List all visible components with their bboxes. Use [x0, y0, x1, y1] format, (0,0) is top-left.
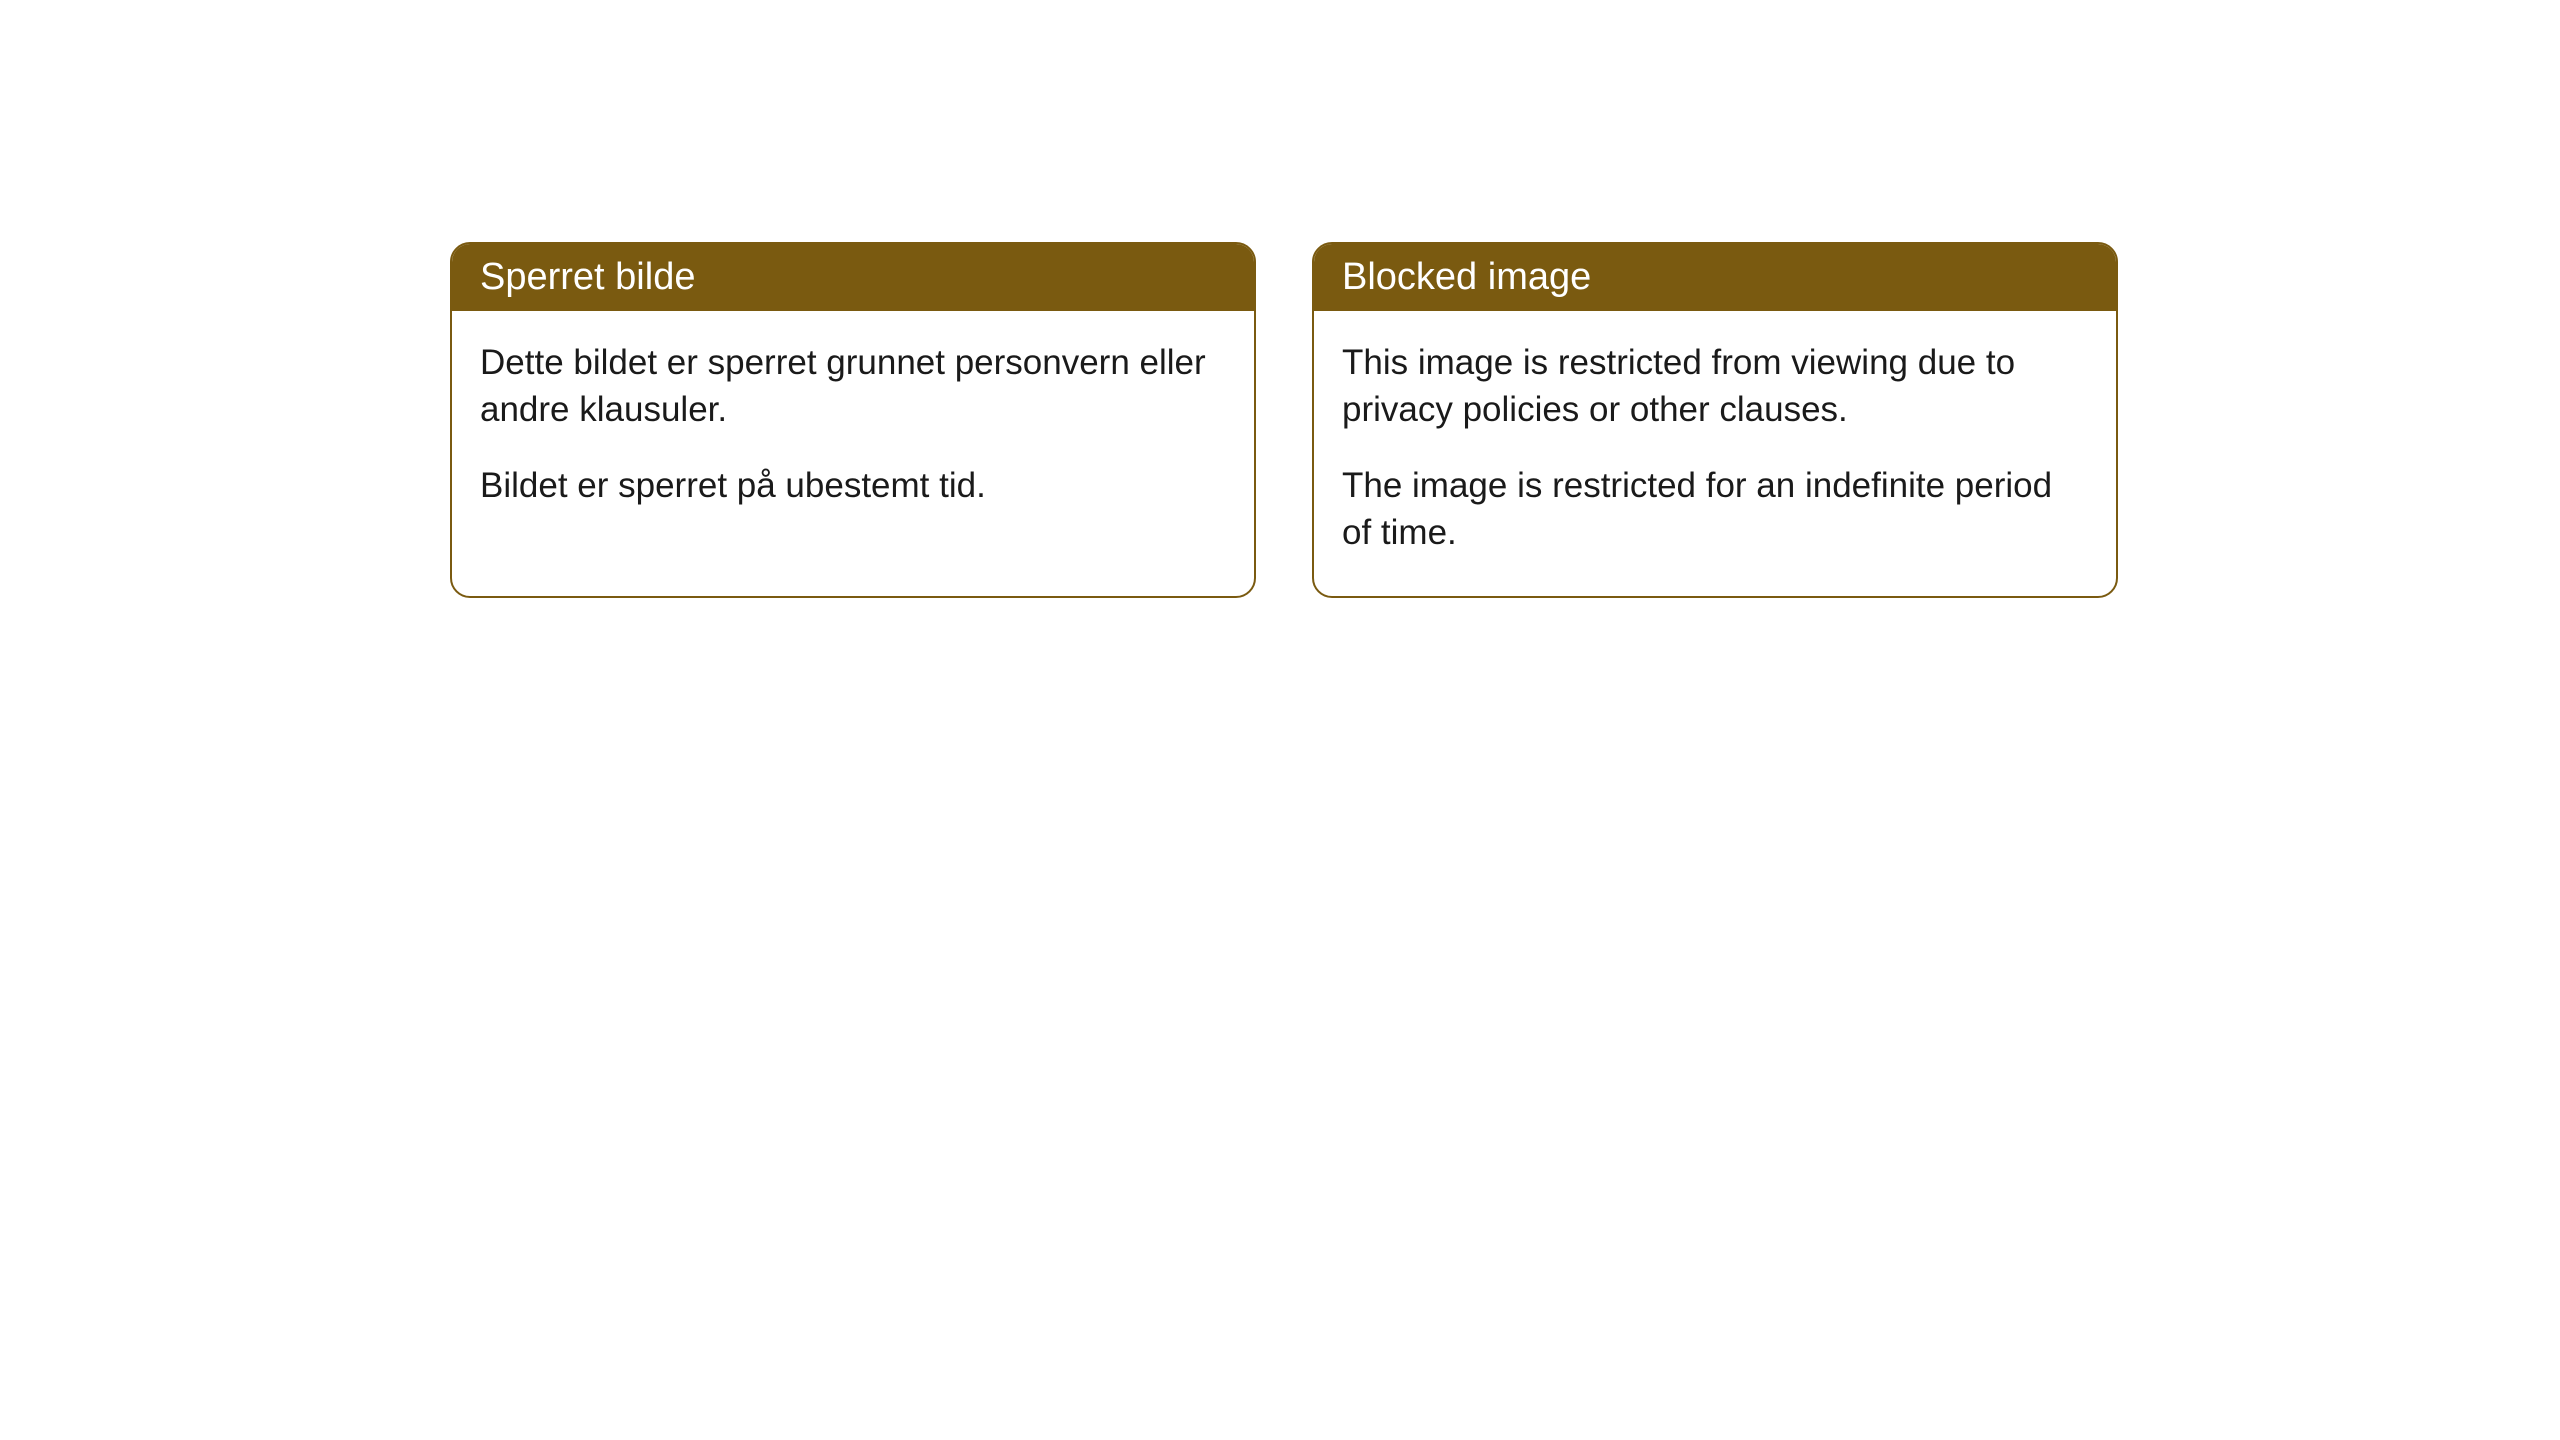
card-title: Blocked image [1342, 256, 1591, 298]
card-paragraph: Bildet er sperret på ubestemt tid. [480, 462, 1226, 509]
blocked-image-card-norwegian: Sperret bilde Dette bildet er sperret gr… [450, 242, 1256, 598]
card-header: Blocked image [1314, 244, 2116, 311]
card-title: Sperret bilde [480, 256, 695, 298]
card-body: This image is restricted from viewing du… [1314, 311, 2116, 596]
card-header: Sperret bilde [452, 244, 1254, 311]
blocked-image-card-english: Blocked image This image is restricted f… [1312, 242, 2118, 598]
card-paragraph: This image is restricted from viewing du… [1342, 339, 2088, 434]
card-paragraph: Dette bildet er sperret grunnet personve… [480, 339, 1226, 434]
card-body: Dette bildet er sperret grunnet personve… [452, 311, 1254, 549]
cards-container: Sperret bilde Dette bildet er sperret gr… [0, 0, 2560, 598]
card-paragraph: The image is restricted for an indefinit… [1342, 462, 2088, 557]
